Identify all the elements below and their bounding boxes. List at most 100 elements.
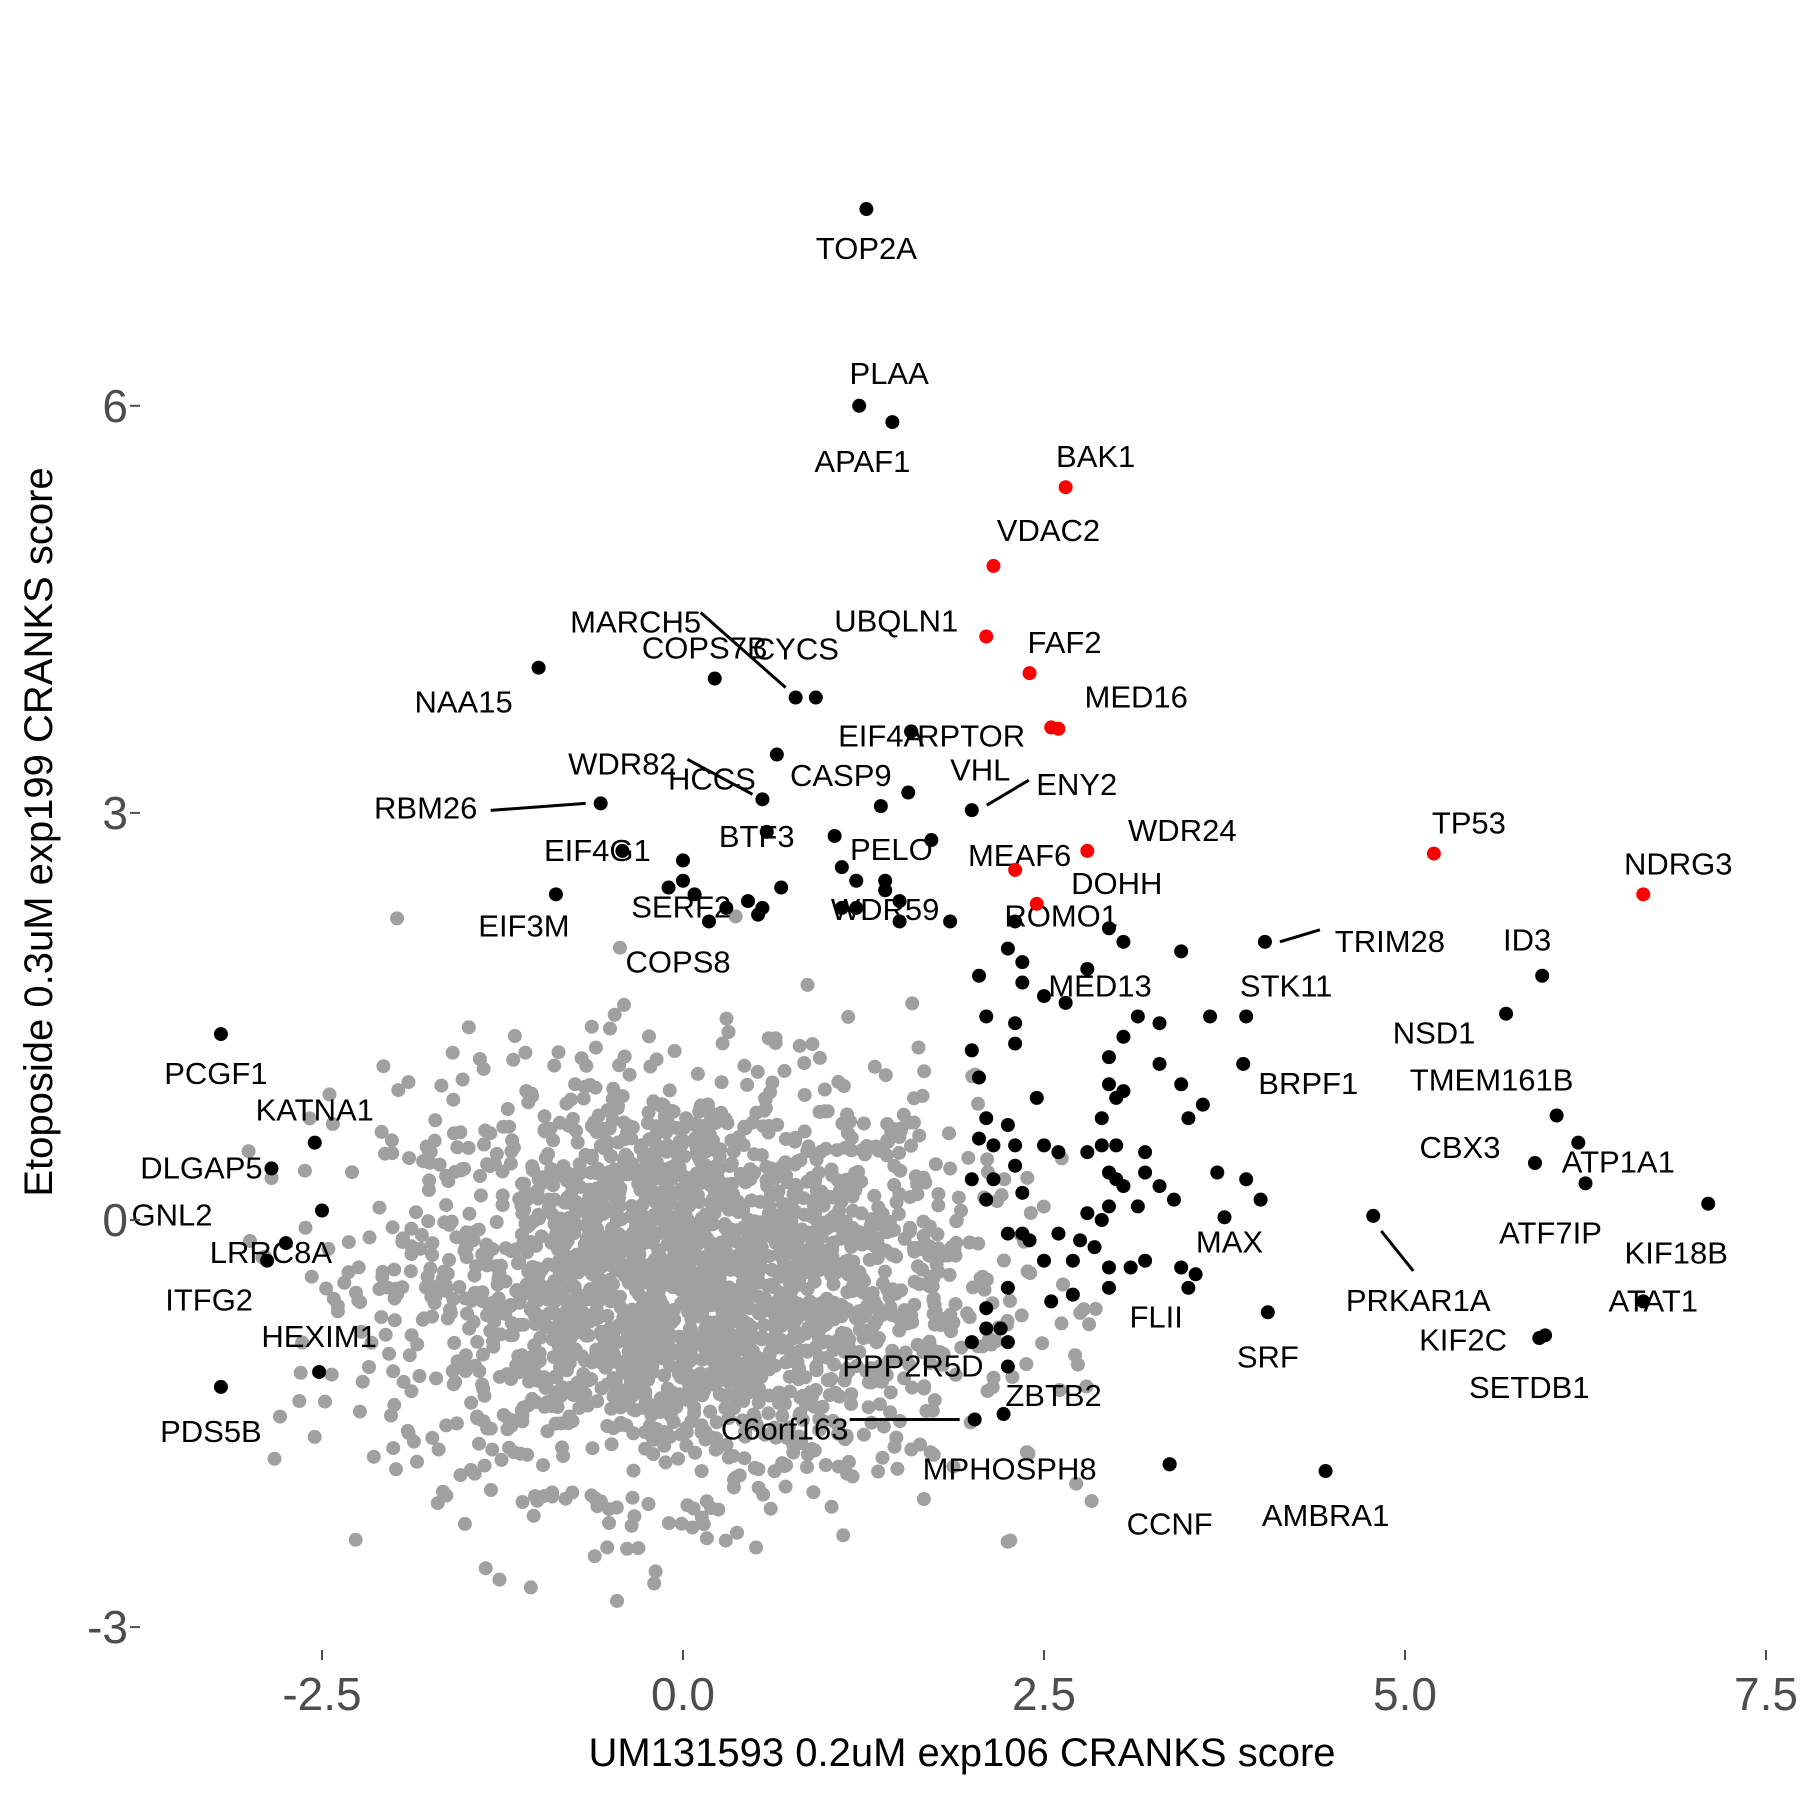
background-point	[477, 1137, 491, 1152]
hit-point	[1138, 1165, 1153, 1180]
background-point	[453, 1468, 468, 1483]
background-point	[521, 1285, 536, 1300]
labeled-point	[1239, 1009, 1254, 1024]
background-point	[428, 1113, 443, 1128]
background-point	[364, 1335, 379, 1350]
background-point	[470, 1334, 485, 1349]
background-point	[877, 1264, 892, 1279]
background-point	[711, 1502, 726, 1517]
point-label: PPP2R5D	[842, 1349, 983, 1384]
background-point	[498, 1241, 513, 1256]
background-point	[581, 1373, 596, 1388]
background-point	[912, 1277, 927, 1292]
background-point	[695, 1352, 710, 1367]
point-label: ITFG2	[165, 1283, 253, 1318]
background-point	[510, 1256, 525, 1271]
background-point	[720, 1178, 735, 1193]
hit-point	[993, 1321, 1008, 1336]
background-point	[812, 1104, 827, 1119]
background-point	[910, 1337, 925, 1352]
background-point	[915, 1262, 930, 1277]
point-label: WDR24	[1128, 813, 1237, 848]
point-label: DLGAP5	[140, 1150, 262, 1185]
background-point	[243, 1234, 257, 1248]
background-point	[687, 1134, 702, 1149]
point-label: CBX3	[1419, 1130, 1500, 1165]
background-point	[901, 1115, 916, 1130]
point-label: ATAT1	[1608, 1283, 1698, 1318]
background-point	[699, 1494, 714, 1509]
background-point	[776, 1395, 791, 1410]
hit-point	[1253, 1192, 1268, 1207]
hit-point	[661, 880, 676, 895]
background-point	[404, 1221, 419, 1236]
background-point	[529, 1238, 543, 1253]
background-point	[747, 1460, 762, 1475]
background-point	[588, 1040, 603, 1055]
background-point	[515, 1495, 530, 1509]
background-point	[740, 1231, 755, 1246]
point-label: RPTOR	[917, 718, 1025, 753]
hit-point	[1094, 1138, 1109, 1153]
background-point	[729, 1223, 744, 1238]
background-point	[826, 1277, 841, 1292]
background-point	[905, 996, 920, 1011]
hit-point	[1044, 1294, 1059, 1309]
background-point	[811, 1241, 826, 1256]
labeled-point	[1162, 1457, 1177, 1472]
background-point	[419, 1154, 434, 1168]
hit-point	[1000, 1226, 1015, 1241]
background-point	[719, 1011, 734, 1026]
background-point	[667, 1044, 682, 1058]
highlighted-point	[1029, 896, 1044, 911]
leader-line	[1380, 1229, 1415, 1272]
background-point	[721, 1025, 736, 1039]
hit-point	[986, 1172, 1001, 1187]
highlighted-point	[1008, 862, 1023, 877]
background-point	[485, 1242, 500, 1257]
labeled-point	[878, 883, 893, 898]
background-point	[457, 1161, 472, 1176]
hit-point	[964, 1172, 979, 1187]
background-point	[666, 1104, 681, 1119]
background-point	[580, 1398, 595, 1413]
background-point	[366, 1449, 381, 1464]
background-point	[494, 1452, 509, 1467]
background-point	[922, 1219, 937, 1234]
point-label: MED13	[1048, 968, 1151, 1003]
background-point	[1084, 1494, 1099, 1509]
hit-point	[1065, 1287, 1080, 1302]
background-point	[1019, 1357, 1034, 1372]
hit-point	[1051, 1226, 1066, 1241]
background-point	[962, 1235, 977, 1250]
point-label: PLAA	[850, 356, 930, 391]
point-label: ID3	[1503, 923, 1551, 958]
labeled-point	[312, 1364, 327, 1379]
labeled-point	[1549, 1108, 1564, 1123]
background-point	[321, 1241, 336, 1256]
background-point	[844, 1387, 859, 1402]
background-point	[641, 1372, 655, 1387]
background-point	[954, 1340, 969, 1355]
background-point	[931, 1198, 946, 1213]
point-label: KATNA1	[256, 1093, 374, 1128]
labeled-point	[808, 690, 823, 705]
y-tick-label: -3	[87, 1601, 128, 1653]
background-point	[473, 1188, 488, 1203]
background-point	[345, 1165, 359, 1180]
background-point	[971, 1096, 985, 1111]
background-point	[698, 1432, 713, 1447]
background-point	[439, 1418, 454, 1433]
background-point	[446, 1092, 461, 1107]
background-point	[594, 1381, 609, 1396]
background-point	[646, 1346, 661, 1361]
background-point	[646, 1432, 661, 1447]
background-point	[721, 1411, 736, 1425]
background-point	[594, 1324, 608, 1339]
background-point	[617, 1049, 632, 1064]
background-point	[556, 1449, 571, 1464]
background-point	[431, 1442, 446, 1457]
point-label: VHL	[950, 753, 1010, 788]
background-point	[492, 1268, 507, 1283]
hit-point	[979, 1111, 994, 1126]
